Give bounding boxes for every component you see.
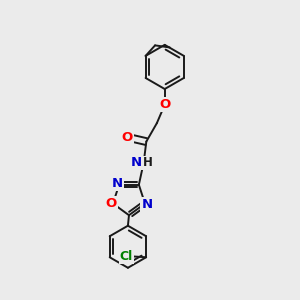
Text: O: O (159, 98, 170, 111)
Text: N: N (142, 198, 153, 211)
Text: O: O (105, 197, 116, 210)
Text: Cl: Cl (119, 250, 133, 263)
Text: N: N (111, 177, 122, 190)
Text: H: H (143, 156, 153, 169)
Text: O: O (121, 131, 133, 144)
Text: N: N (131, 156, 142, 169)
